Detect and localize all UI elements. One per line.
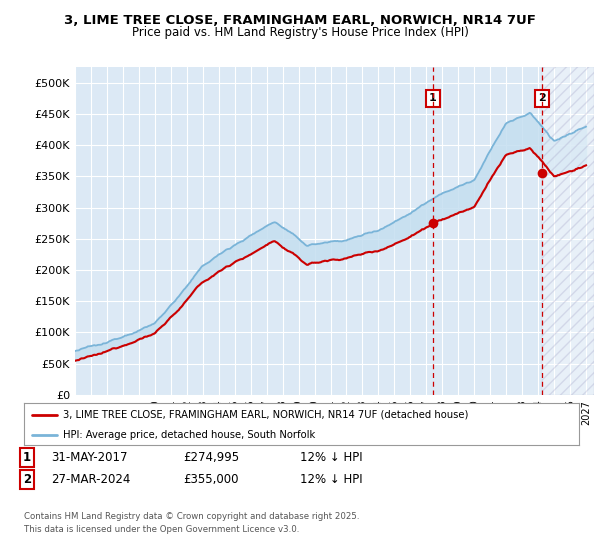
Text: 12% ↓ HPI: 12% ↓ HPI	[300, 473, 362, 487]
Text: HPI: Average price, detached house, South Norfolk: HPI: Average price, detached house, Sout…	[63, 430, 315, 440]
Text: 1: 1	[23, 451, 31, 464]
Text: £355,000: £355,000	[183, 473, 239, 487]
Text: 3, LIME TREE CLOSE, FRAMINGHAM EARL, NORWICH, NR14 7UF: 3, LIME TREE CLOSE, FRAMINGHAM EARL, NOR…	[64, 14, 536, 27]
Text: 2: 2	[23, 473, 31, 487]
Text: Price paid vs. HM Land Registry's House Price Index (HPI): Price paid vs. HM Land Registry's House …	[131, 26, 469, 39]
Text: 12% ↓ HPI: 12% ↓ HPI	[300, 451, 362, 464]
Text: 31-MAY-2017: 31-MAY-2017	[51, 451, 128, 464]
Text: 1: 1	[429, 94, 437, 104]
Text: Contains HM Land Registry data © Crown copyright and database right 2025.
This d: Contains HM Land Registry data © Crown c…	[24, 512, 359, 534]
Text: 27-MAR-2024: 27-MAR-2024	[51, 473, 130, 487]
Text: 3, LIME TREE CLOSE, FRAMINGHAM EARL, NORWICH, NR14 7UF (detached house): 3, LIME TREE CLOSE, FRAMINGHAM EARL, NOR…	[63, 410, 468, 420]
Text: 2: 2	[538, 94, 546, 104]
Text: £274,995: £274,995	[183, 451, 239, 464]
